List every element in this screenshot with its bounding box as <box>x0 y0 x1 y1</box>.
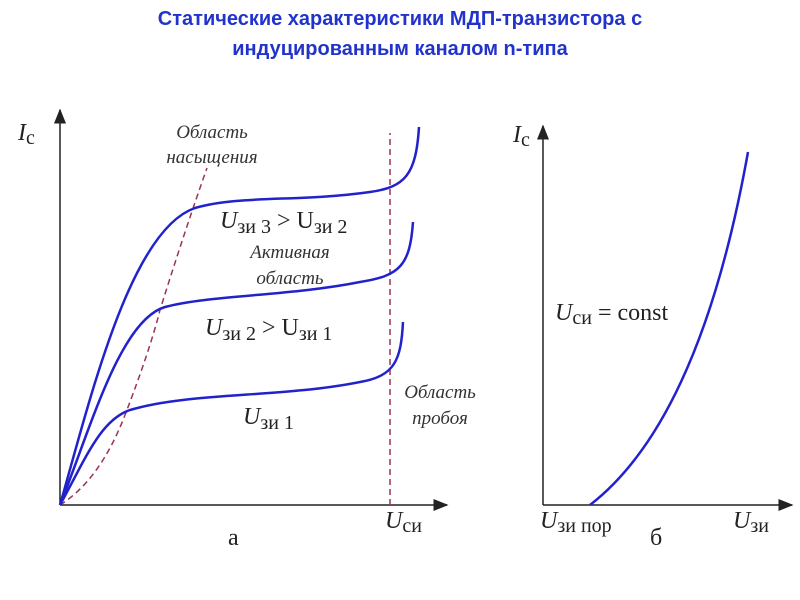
curve <box>58 126 421 506</box>
region-note: насыщения <box>166 147 257 168</box>
subscript: зи 3 <box>237 216 271 238</box>
saturation-boundary <box>59 167 208 506</box>
region-note: область <box>256 268 324 289</box>
chart-a: Iс Uси а Область насыщения Uзи 3 > Uзи 2… <box>17 108 476 551</box>
subscript: зи пор <box>557 515 611 537</box>
subscript: си <box>572 307 592 329</box>
subscript: зи 2 <box>314 216 348 238</box>
symbol: U <box>540 508 559 534</box>
symbol: I <box>512 122 522 148</box>
subscript: зи 2 <box>222 323 256 345</box>
x-label: Uзи <box>733 508 769 537</box>
subscript: зи <box>750 515 769 537</box>
subscript: зи 1 <box>299 323 333 345</box>
y-label: Iс <box>512 122 530 151</box>
curve <box>58 221 415 506</box>
x-label: Uси <box>385 508 422 537</box>
symbol: U <box>385 508 404 534</box>
symbol: U <box>243 404 262 430</box>
title-line: Статические характеристики МДП-транзисто… <box>158 8 642 30</box>
symbol: U <box>220 208 239 234</box>
gate-label: Uзи 1 <box>243 404 294 434</box>
gate-label: Uзи 2 > Uзи 1 <box>205 315 332 345</box>
curve <box>589 151 750 506</box>
symbol: U <box>555 300 574 326</box>
symbol: = const <box>592 300 669 326</box>
subscript: зи 1 <box>260 412 294 434</box>
threshold-label: Uзи пор <box>540 508 612 537</box>
region-note: Активная <box>248 242 329 263</box>
caption: б <box>650 525 662 551</box>
subscript: си <box>402 515 422 537</box>
subscript: с <box>521 129 530 151</box>
curve <box>58 321 405 506</box>
symbol: U <box>733 508 752 534</box>
gate-label: Uзи 3 > Uзи 2 <box>220 208 347 238</box>
region-note: Область <box>404 382 476 403</box>
title-line: индуцированным каналом n-типа <box>232 38 568 60</box>
region-note: пробоя <box>412 408 468 429</box>
condition: Uси = const <box>555 300 668 329</box>
symbol: > U <box>256 315 299 341</box>
caption: а <box>228 525 239 551</box>
symbol: U <box>205 315 224 341</box>
symbol: I <box>17 120 27 146</box>
chart-b: Iс Uси = const Uзи пор б Uзи <box>512 122 794 551</box>
subscript: с <box>26 127 35 149</box>
region-note: Область <box>176 122 248 143</box>
symbol: > U <box>271 208 314 234</box>
y-label: Iс <box>17 120 35 149</box>
